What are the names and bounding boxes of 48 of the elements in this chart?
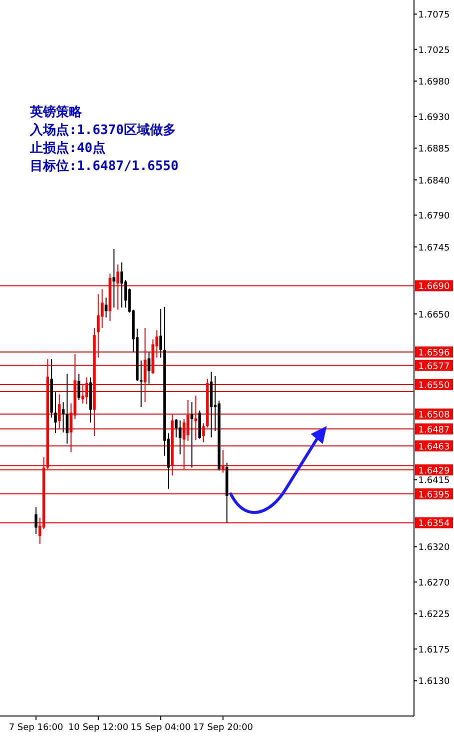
y-tick-label: 1.6885 xyxy=(418,144,450,155)
candlestick xyxy=(120,262,124,308)
candlestick xyxy=(100,288,104,329)
candlestick xyxy=(54,392,57,434)
x-tick-label: 7 Sep 16:00 xyxy=(8,723,64,733)
candlestick xyxy=(62,402,65,433)
ref-line-label: 1.6463 xyxy=(418,442,450,452)
y-tick-label: 1.6790 xyxy=(418,212,450,222)
candlestick xyxy=(112,248,116,308)
candlestick xyxy=(66,373,69,444)
annotation: 止损点:40点 xyxy=(29,140,106,156)
candlestick xyxy=(140,360,143,408)
annotation: 英镑策略 xyxy=(29,104,83,120)
candlestick xyxy=(174,418,178,438)
y-tick-label: 1.6175 xyxy=(418,645,450,656)
ref-line-label: 1.6550 xyxy=(418,380,450,391)
ref-line-label: 1.6395 xyxy=(418,490,450,500)
candlestick xyxy=(159,308,162,358)
y-tick-label: 1.6980 xyxy=(418,78,450,88)
y-tick-label: 1.6130 xyxy=(418,677,450,688)
candlestick xyxy=(34,506,38,534)
ref-line-label: 1.6429 xyxy=(418,466,450,476)
y-tick-label: 1.7025 xyxy=(418,46,450,56)
y-tick-label: 1.6320 xyxy=(418,543,450,554)
ref-line-label: 1.6487 xyxy=(418,425,450,436)
y-tick-label: 1.7075 xyxy=(418,10,450,21)
y-tick-label: 1.6745 xyxy=(418,243,450,254)
ref-line-label: 1.6596 xyxy=(418,348,450,359)
x-tick-label: 10 Sep 12:00 xyxy=(68,723,129,733)
candlestick xyxy=(77,373,80,400)
ref-line-label: 1.6690 xyxy=(418,282,450,292)
y-tick-label: 1.6840 xyxy=(418,176,450,186)
candlestick xyxy=(148,352,150,384)
x-tick-label: 17 Sep 20:00 xyxy=(192,723,254,733)
ref-line-label: 1.6354 xyxy=(418,519,450,530)
y-tick-label: 1.6415 xyxy=(418,476,450,486)
annotation: 目标位:1.6487/1.6550 xyxy=(30,159,179,174)
annotation: 入场点:1.6370区域做多 xyxy=(29,122,176,138)
y-tick-label: 1.6650 xyxy=(418,310,450,320)
candlestick xyxy=(178,420,182,455)
x-tick-label: 15 Sep 04:00 xyxy=(130,723,191,733)
candlestick xyxy=(104,297,108,318)
ref-line-label: 1.6577 xyxy=(418,362,450,372)
y-tick-label: 1.6225 xyxy=(418,610,450,620)
ref-line-label: 1.6508 xyxy=(418,410,450,421)
y-tick-label: 1.6270 xyxy=(418,578,450,588)
candlestick xyxy=(190,402,194,468)
y-tick-label: 1.6930 xyxy=(418,112,450,123)
